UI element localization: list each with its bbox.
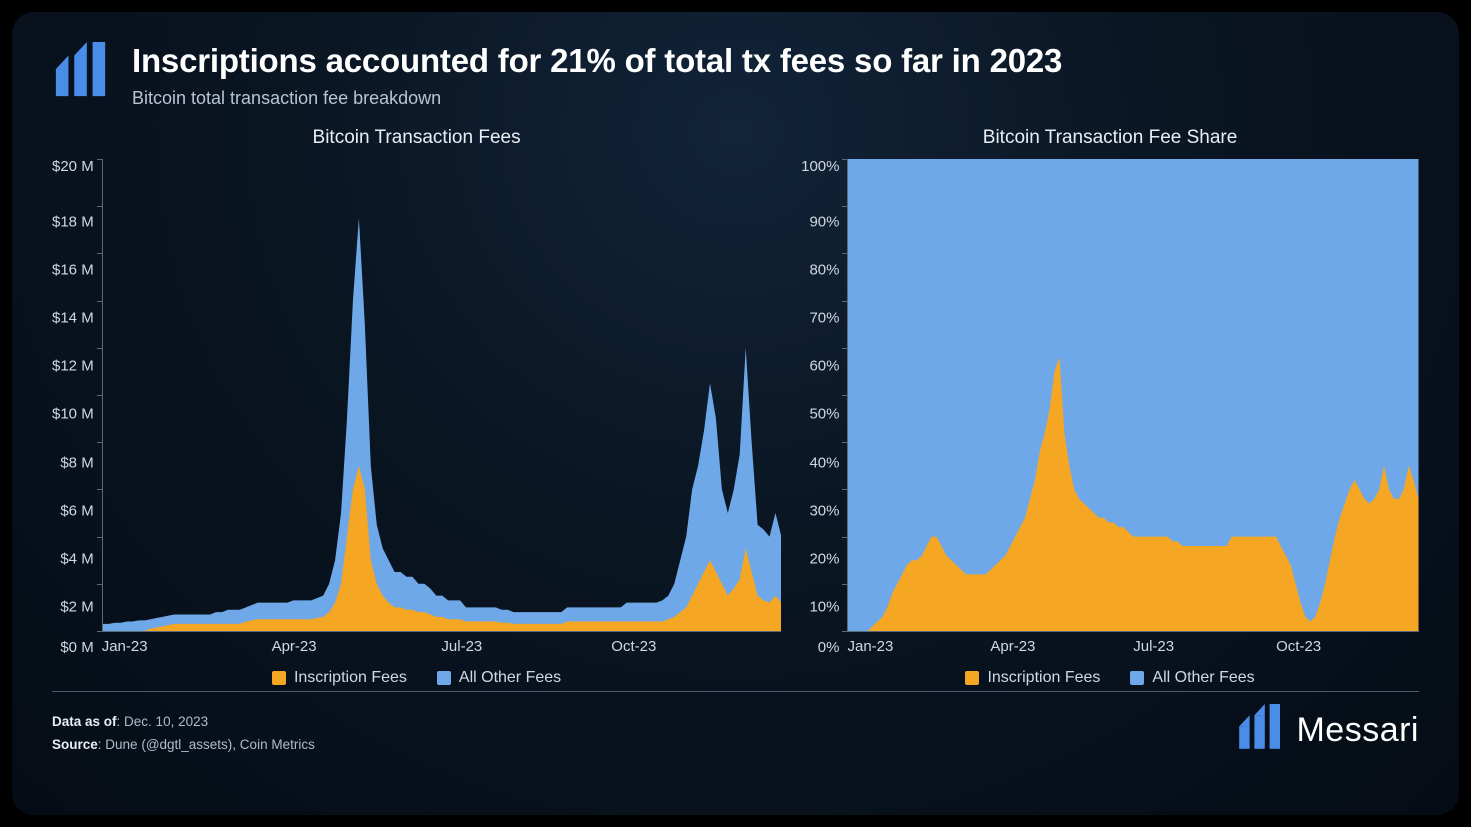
y-tick: 0% bbox=[818, 640, 840, 655]
y-tick: $14 M bbox=[52, 311, 94, 326]
x-tick: Apr-23 bbox=[272, 638, 442, 655]
legend-inscription: Inscription Fees bbox=[965, 669, 1100, 687]
footer: Data as of: Dec. 10, 2023 Source: Dune (… bbox=[52, 691, 1419, 757]
legend-other-label: All Other Fees bbox=[459, 669, 561, 687]
y-axis-right: 100% 90% 80% 70% 60% 50% 40% 30% 20% 10% 0% bbox=[801, 159, 847, 655]
y-tick: 20% bbox=[809, 551, 839, 566]
swatch-inscription bbox=[965, 671, 979, 685]
brand: Messari bbox=[1236, 704, 1419, 757]
y-tick: 70% bbox=[809, 311, 839, 326]
x-tick: Jan-23 bbox=[847, 638, 990, 655]
x-tick: Apr-23 bbox=[990, 638, 1133, 655]
chart-fees: Bitcoin Transaction Fees $20 M $18 M $16 M… bbox=[52, 127, 781, 687]
chart-fees-title: Bitcoin Transaction Fees bbox=[52, 127, 781, 149]
y-tick: 100% bbox=[801, 159, 839, 174]
legend-other-label: All Other Fees bbox=[1152, 669, 1254, 687]
y-tick: $2 M bbox=[60, 599, 93, 614]
legend-other: All Other Fees bbox=[1130, 669, 1254, 687]
x-tick: Oct-23 bbox=[1276, 638, 1419, 655]
swatch-other bbox=[1130, 671, 1144, 685]
y-tick: $4 M bbox=[60, 551, 93, 566]
y-tick: 80% bbox=[809, 263, 839, 278]
data-as-of-label: Data as of bbox=[52, 714, 117, 729]
chart-share: Bitcoin Transaction Fee Share 100% 90% 80%… bbox=[801, 127, 1419, 687]
legend-other: All Other Fees bbox=[437, 669, 561, 687]
chart-card: Inscriptions accounted for 21% of total … bbox=[12, 12, 1459, 815]
y-tick: 30% bbox=[809, 503, 839, 518]
y-tick: $18 M bbox=[52, 215, 94, 230]
header: Inscriptions accounted for 21% of total … bbox=[52, 42, 1419, 109]
source: Dune (@dgtl_assets), Coin Metrics bbox=[105, 737, 315, 752]
plot-right bbox=[847, 159, 1419, 632]
chart-share-title: Bitcoin Transaction Fee Share bbox=[801, 127, 1419, 149]
data-as-of: Dec. 10, 2023 bbox=[124, 714, 208, 729]
y-tick: 90% bbox=[809, 215, 839, 230]
legend-inscription-label: Inscription Fees bbox=[294, 669, 407, 687]
y-tick: $0 M bbox=[60, 640, 93, 655]
x-tick: Oct-23 bbox=[611, 638, 781, 655]
chart-subtitle: Bitcoin total transaction fee breakdown bbox=[132, 88, 1062, 109]
title-block: Inscriptions accounted for 21% of total … bbox=[132, 42, 1062, 109]
legend-inscription: Inscription Fees bbox=[272, 669, 407, 687]
swatch-other bbox=[437, 671, 451, 685]
y-tick: $6 M bbox=[60, 503, 93, 518]
source-label: Source bbox=[52, 737, 98, 752]
y-tick: $12 M bbox=[52, 359, 94, 374]
charts-row: Bitcoin Transaction Fees $20 M $18 M $16 M… bbox=[52, 127, 1419, 687]
y-tick: $20 M bbox=[52, 159, 94, 174]
legend-right: Inscription Fees All Other Fees bbox=[801, 669, 1419, 687]
x-axis-right: Jan-23Apr-23Jul-23Oct-23 bbox=[847, 632, 1419, 655]
y-tick: 60% bbox=[809, 359, 839, 374]
messari-logo-icon bbox=[1236, 704, 1284, 757]
y-tick: $10 M bbox=[52, 407, 94, 422]
x-tick: Jul-23 bbox=[1133, 638, 1276, 655]
swatch-inscription bbox=[272, 671, 286, 685]
y-tick: 40% bbox=[809, 455, 839, 470]
logo-icon bbox=[52, 42, 110, 105]
x-tick: Jul-23 bbox=[441, 638, 611, 655]
y-tick: 50% bbox=[809, 407, 839, 422]
y-tick: $16 M bbox=[52, 263, 94, 278]
plot-left bbox=[102, 159, 781, 632]
chart-title: Inscriptions accounted for 21% of total … bbox=[132, 42, 1062, 80]
y-axis-left: $20 M $18 M $16 M $14 M $12 M $10 M $8 M $6 M $4… bbox=[52, 159, 102, 655]
x-tick: Jan-23 bbox=[102, 638, 272, 655]
legend-left: Inscription Fees All Other Fees bbox=[52, 669, 781, 687]
brand-name: Messari bbox=[1296, 711, 1419, 750]
y-tick: 10% bbox=[809, 599, 839, 614]
meta-block: Data as of: Dec. 10, 2023 Source: Dune (… bbox=[52, 711, 315, 757]
x-axis-left: Jan-23Apr-23Jul-23Oct-23 bbox=[102, 632, 781, 655]
y-tick: $8 M bbox=[60, 455, 93, 470]
legend-inscription-label: Inscription Fees bbox=[987, 669, 1100, 687]
